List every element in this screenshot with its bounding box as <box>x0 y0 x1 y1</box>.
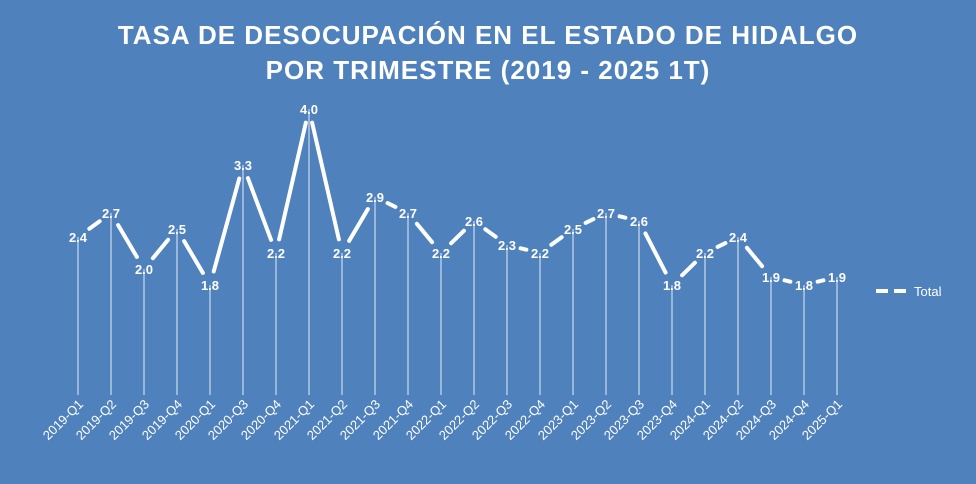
data-label: 1.9 <box>828 270 846 285</box>
data-label: 1.9 <box>762 270 780 285</box>
data-label: 1.8 <box>795 278 813 293</box>
chart-title-line-2: POR TRIMESTRE (2019 - 2025 1T) <box>265 55 711 85</box>
chart-title-line-1: TASA DE DESOCUPACIÓN EN EL ESTADO DE HID… <box>117 20 859 50</box>
data-label: 2.7 <box>102 206 120 221</box>
data-label: 2.2 <box>267 246 285 261</box>
series-segment <box>617 214 628 220</box>
series-segment <box>182 239 205 275</box>
series-segment <box>782 278 793 284</box>
series-segment <box>347 207 370 243</box>
series-segment <box>715 241 728 249</box>
series-segment <box>583 217 596 225</box>
data-label: 4.0 <box>300 102 318 117</box>
series-line-total <box>87 120 826 284</box>
data-label: 2.2 <box>333 246 351 261</box>
series-segment <box>815 278 826 284</box>
data-label: 2.9 <box>366 190 384 205</box>
data-label: 2.2 <box>432 246 450 261</box>
series-segment <box>744 245 765 269</box>
data-label: 2.5 <box>564 222 582 237</box>
data-label: 2.5 <box>168 222 186 237</box>
data-label: 2.6 <box>465 214 483 229</box>
legend: Total <box>876 284 942 299</box>
series-segment <box>310 120 341 242</box>
data-label: 3.3 <box>234 158 252 173</box>
data-label: 2.7 <box>399 206 417 221</box>
series-segment <box>87 219 102 231</box>
series-segment <box>116 223 139 259</box>
series-segment <box>385 201 398 209</box>
series-segment <box>449 228 466 246</box>
series-segment <box>277 120 308 242</box>
series-segment <box>483 227 498 239</box>
series-segment <box>549 235 564 247</box>
data-label: 1.8 <box>201 278 219 293</box>
series-segment <box>150 237 171 261</box>
data-label: 1.8 <box>663 278 681 293</box>
data-label: 2.6 <box>630 214 648 229</box>
data-label: 2.2 <box>531 246 549 261</box>
series-segment <box>245 176 274 242</box>
series-segment <box>518 246 529 252</box>
data-label: 2.0 <box>135 262 153 277</box>
series-segment <box>643 231 668 275</box>
legend-label-total: Total <box>914 284 942 299</box>
series-segment <box>680 260 697 278</box>
series-segment <box>211 176 242 274</box>
data-label: 2.2 <box>696 246 714 261</box>
series-segment <box>414 221 435 245</box>
data-label: 2.3 <box>498 238 516 253</box>
data-label: 2.4 <box>729 230 748 245</box>
data-label: 2.4 <box>69 230 88 245</box>
data-label: 2.7 <box>597 206 615 221</box>
